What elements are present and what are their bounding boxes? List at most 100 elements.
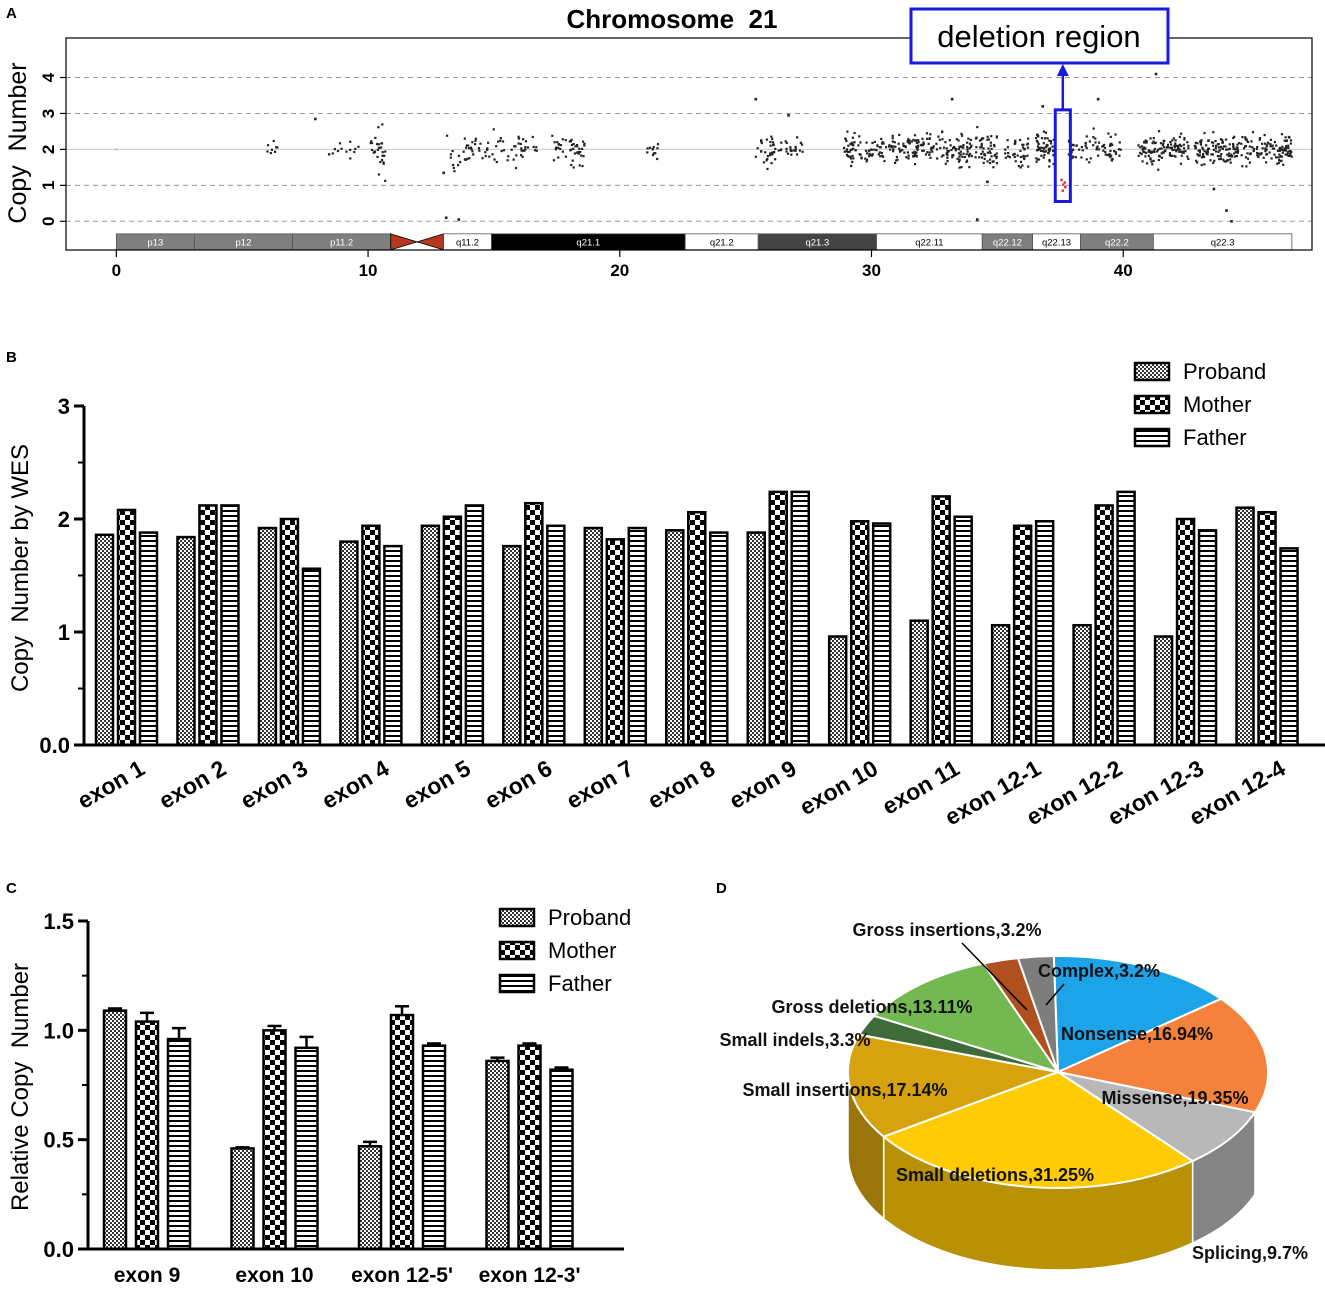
copy-number-point: [1145, 141, 1148, 144]
bar-father: [871, 522, 892, 747]
copy-number-point: [771, 153, 774, 156]
outlier-point: [1041, 105, 1045, 108]
copy-number-point: [514, 145, 517, 148]
copy-number-point: [1233, 135, 1236, 138]
copy-number-point: [1206, 153, 1209, 156]
copy-number-point: [894, 145, 897, 148]
copy-number-point: [939, 146, 942, 150]
point-cluster: [551, 134, 568, 162]
copy-number-point: [462, 150, 465, 153]
y-tick-label: 0.0: [43, 1237, 74, 1262]
copy-number-point: [1111, 143, 1114, 147]
bar-father: [464, 504, 485, 747]
copy-number-point: [1184, 150, 1187, 153]
copy-number-point: [849, 157, 853, 160]
copy-number-point: [1104, 150, 1107, 154]
copy-number-point: [992, 143, 996, 147]
copy-number-point: [1141, 160, 1144, 163]
copy-number-point: [922, 143, 925, 146]
copy-number-point: [975, 151, 978, 154]
copy-number-point: [531, 135, 534, 139]
copy-number-point: [1252, 149, 1255, 153]
copy-number-point: [572, 166, 575, 169]
copy-number-point: [777, 149, 780, 152]
copy-number-point: [1109, 149, 1112, 153]
copy-number-point: [1048, 160, 1051, 163]
copy-number-point: [992, 160, 995, 163]
copy-number-point: [1229, 155, 1233, 158]
slice-label: Gross deletions,13.11%: [771, 997, 972, 1017]
copy-number-point: [1178, 148, 1181, 151]
copy-number-point: [570, 163, 573, 167]
centromere-left: [390, 233, 419, 251]
copy-number-point: [1108, 154, 1111, 157]
bar-father: [1279, 547, 1299, 747]
copy-number-point: [774, 147, 777, 151]
copy-number-point: [1178, 135, 1181, 139]
copy-number-point: [1187, 144, 1190, 147]
copy-number-point: [1036, 149, 1039, 152]
copy-number-point: [1052, 153, 1055, 157]
copy-number-point: [882, 142, 885, 145]
copy-number-point: [1166, 145, 1169, 149]
copy-number-point: [1080, 145, 1084, 149]
copy-number-point: [1016, 154, 1019, 157]
copy-number-point: [974, 156, 977, 159]
copy-number-point: [1109, 143, 1112, 146]
copy-number-point: [269, 151, 272, 155]
copy-number-point: [1183, 147, 1186, 150]
copy-number-point: [1101, 145, 1104, 148]
bar-mother: [1257, 510, 1277, 747]
copy-number-point: [1270, 157, 1273, 160]
copy-number-point: [798, 149, 801, 152]
copy-number-point: [938, 138, 941, 141]
copy-number-point: [915, 141, 919, 144]
copy-number-point: [1285, 139, 1289, 142]
copy-number-point: [1038, 148, 1041, 151]
copy-number-point: [1014, 140, 1017, 143]
copy-number-point: [951, 154, 954, 157]
copy-number-point: [1221, 141, 1224, 144]
copy-number-point: [951, 156, 954, 159]
bar-proband: [420, 524, 441, 747]
bar-father: [790, 490, 810, 747]
copy-number-point: [1244, 156, 1248, 159]
copy-number-point: [789, 146, 792, 149]
copy-number-point: [1283, 147, 1286, 150]
copy-number-point: [1160, 152, 1163, 155]
copy-number-point: [517, 137, 521, 140]
outlier-point: [754, 97, 758, 101]
copy-number-point: [1187, 157, 1190, 161]
copy-number-point: [1289, 139, 1293, 142]
copy-number-point: [1139, 146, 1142, 149]
copy-number-point: [1174, 155, 1177, 158]
x-category-label: exon 10: [795, 755, 882, 820]
copy-number-point: [1118, 154, 1121, 157]
outlier-point: [442, 171, 445, 175]
copy-number-point: [986, 151, 989, 154]
copy-number-point: [790, 149, 793, 153]
copy-number-point: [654, 152, 657, 155]
copy-number-point: [990, 135, 993, 138]
copy-number-point: [1140, 153, 1143, 156]
outlier-point: [1225, 209, 1228, 212]
copy-number-point: [272, 139, 275, 143]
copy-number-point: [1071, 143, 1074, 146]
copy-number-point: [519, 142, 522, 146]
copy-number-point: [1205, 144, 1208, 147]
copy-number-point: [769, 140, 772, 144]
outlier-point: [1212, 187, 1216, 191]
copy-number-point: [888, 145, 891, 148]
copy-number-point: [946, 156, 949, 159]
copy-number-point: [871, 141, 874, 145]
copy-number-point: [580, 147, 584, 151]
copy-number-point: [1214, 150, 1218, 153]
cytoband-label: p11.2: [330, 237, 353, 248]
panel-b-wes-bar-chart: Copy Number by WES exon 1 exon 2 exon 3 exo…: [7, 359, 1325, 830]
copy-number-point: [380, 142, 383, 145]
copy-number-point: [980, 146, 983, 149]
copy-number-point: [651, 153, 655, 157]
copy-number-point: [892, 145, 895, 148]
bar-father: [1197, 529, 1218, 747]
copy-number-point: [1197, 154, 1200, 157]
